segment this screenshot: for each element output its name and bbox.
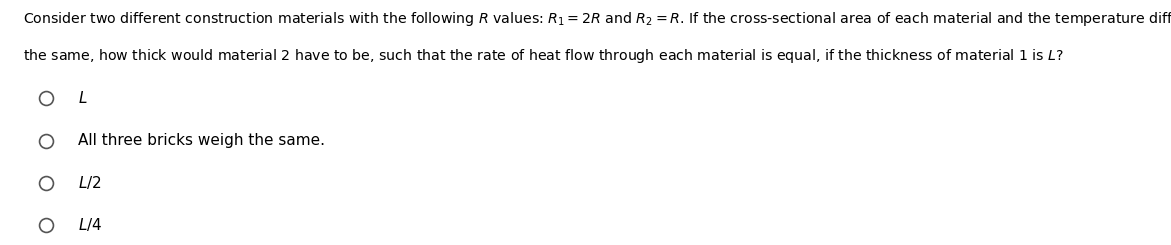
Text: $L/2$: $L/2$: [78, 174, 102, 191]
Text: Consider two different construction materials with the following $R$ values: $R_: Consider two different construction mate…: [23, 10, 1171, 28]
Text: All three bricks weigh the same.: All three bricks weigh the same.: [78, 133, 326, 148]
Text: the same, how thick would material 2 have to be, such that the rate of heat flow: the same, how thick would material 2 hav…: [23, 47, 1064, 65]
Text: $L/4$: $L/4$: [78, 216, 103, 233]
Text: $L$: $L$: [78, 90, 88, 107]
